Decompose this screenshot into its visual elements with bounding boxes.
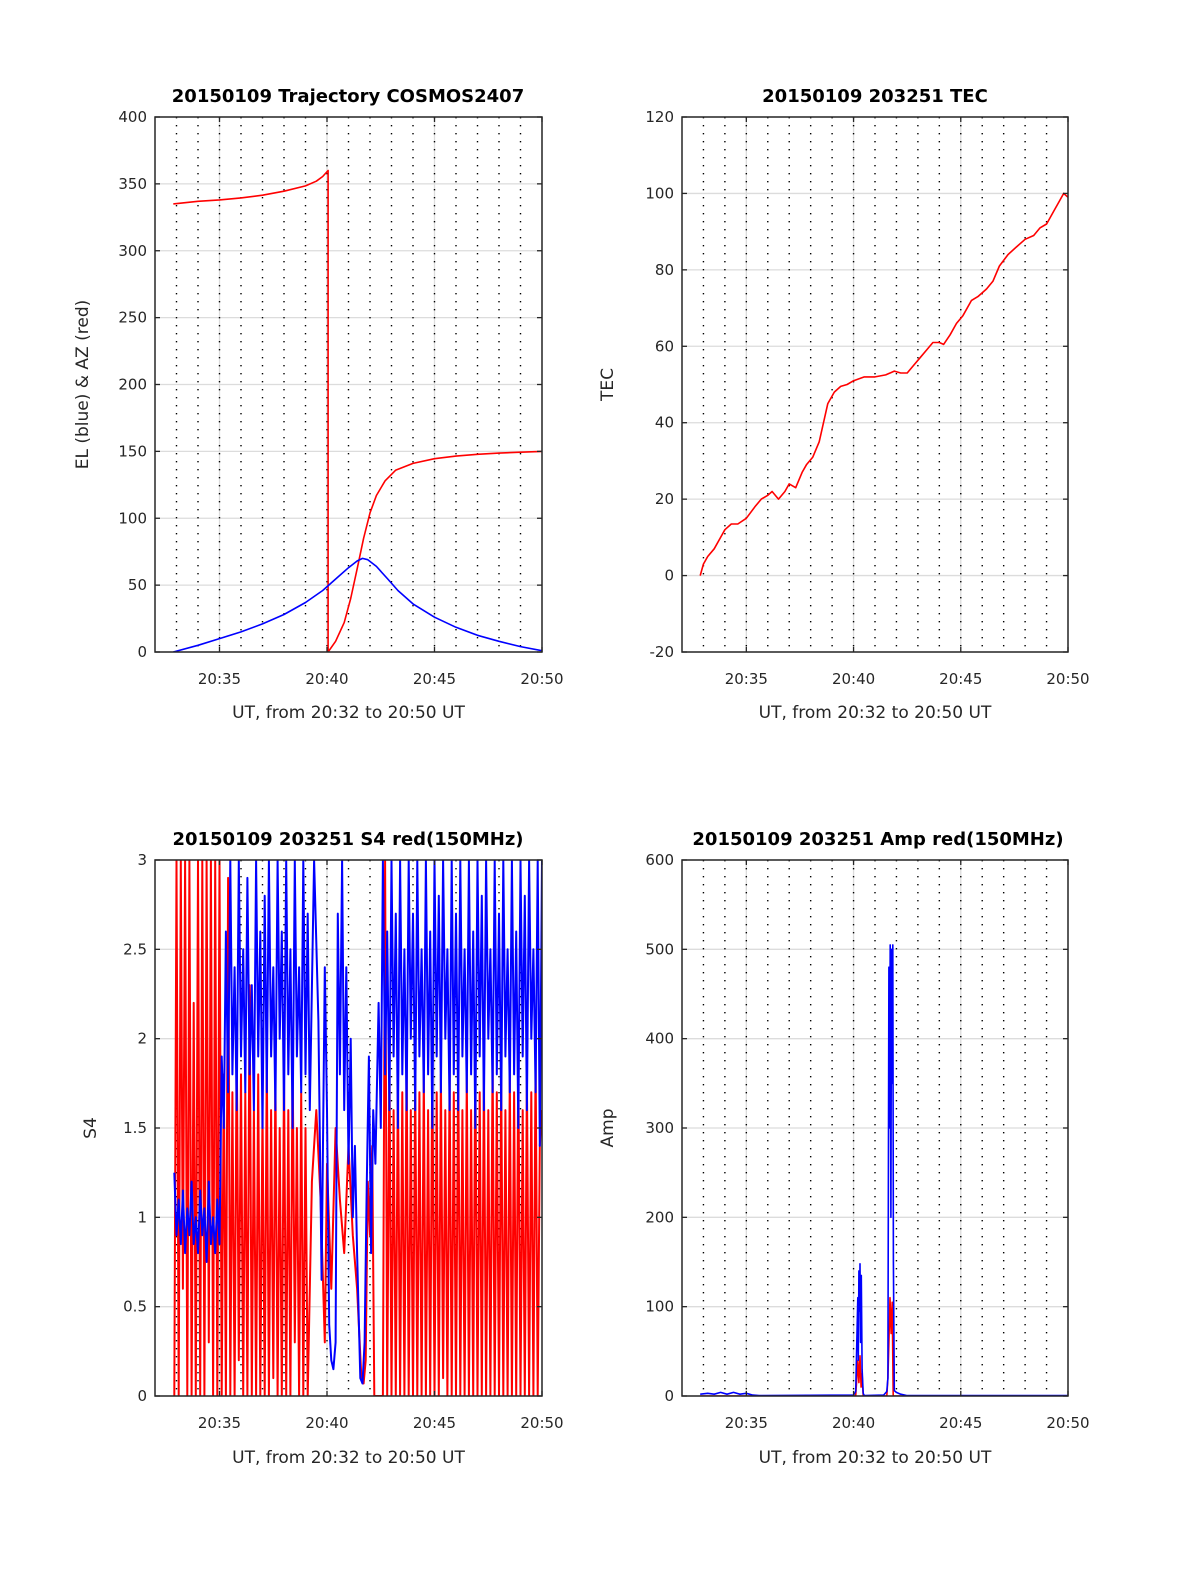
chart-title: 20150109 Trajectory COSMOS2407 (172, 86, 524, 107)
y-tick-label: 2.5 (123, 940, 147, 958)
y-tick-label: 300 (645, 1119, 674, 1137)
y-tick-label: 400 (118, 108, 147, 126)
x-tick-label: 20:35 (725, 1414, 768, 1432)
x-tick-label: 20:40 (832, 1414, 875, 1432)
y-tick-label: 2 (137, 1030, 147, 1048)
x-tick-label: 20:40 (305, 670, 348, 688)
y-tick-label: 350 (118, 175, 147, 193)
y-tick-label: 60 (655, 337, 674, 355)
series-el (173, 557, 542, 652)
y-tick-label: 0 (137, 1387, 147, 1405)
y-tick-label: 40 (655, 414, 674, 432)
y-tick-label: 300 (118, 242, 147, 260)
x-axis-label: UT, from 20:32 to 20:50 UT (759, 1448, 992, 1468)
axes-box (681, 116, 1069, 653)
x-tick-label: 20:35 (198, 670, 241, 688)
series-amp-blue (700, 944, 1068, 1396)
x-tick-label: 20:40 (832, 670, 875, 688)
y-tick-label: 50 (128, 576, 147, 594)
x-tick-label: 20:50 (520, 1414, 563, 1432)
chart-title: 20150109 203251 Amp red(150MHz) (692, 829, 1063, 850)
y-tick-label: 100 (118, 509, 147, 527)
y-tick-label: 400 (645, 1030, 674, 1048)
y-axis-label: Amp (598, 1109, 618, 1148)
x-tick-label: 20:45 (939, 670, 982, 688)
series-s4-blue (173, 860, 542, 1385)
x-axis-label: UT, from 20:32 to 20:50 UT (759, 703, 992, 723)
y-tick-label: 1 (137, 1208, 147, 1226)
y-tick-label: 80 (655, 261, 674, 279)
series-az (173, 169, 542, 652)
y-tick-label: 0 (664, 567, 674, 585)
x-axis-label: UT, from 20:32 to 20:50 UT (232, 1448, 465, 1468)
y-tick-label: 0 (664, 1387, 674, 1405)
y-tick-label: 20 (655, 490, 674, 508)
chart-title: 20150109 203251 TEC (762, 86, 988, 107)
y-tick-label: 0.5 (123, 1298, 147, 1316)
x-tick-label: 20:45 (939, 1414, 982, 1432)
x-tick-label: 20:45 (413, 1414, 456, 1432)
y-axis-label: TEC (598, 368, 618, 402)
y-tick-label: 100 (645, 1298, 674, 1316)
subplot-4: 0 100 200 300 400 500 600 20:35 20:40 20:45 20:50 2… (598, 829, 1090, 1468)
chart-title: 20150109 203251 S4 red(150MHz) (172, 829, 523, 850)
x-axis-label: UT, from 20:32 to 20:50 UT (232, 703, 465, 723)
y-axis-label: S4 (81, 1117, 101, 1139)
x-tick-label: 20:45 (413, 670, 456, 688)
x-tick-label: 20:35 (725, 670, 768, 688)
x-tick-label: 20:50 (1046, 670, 1089, 688)
subplot-3: 0 0.5 1 1.5 2 2.5 3 20:35 20:40 20:45 20:50 2015010… (81, 829, 564, 1468)
y-tick-label: 150 (118, 442, 147, 460)
y-tick-label: 3 (137, 851, 147, 869)
y-tick-label: -20 (650, 643, 675, 661)
y-tick-label: 100 (645, 184, 674, 202)
y-tick-label: 120 (645, 108, 674, 126)
x-tick-label: 20:40 (305, 1414, 348, 1432)
x-tick-label: 20:50 (520, 670, 563, 688)
x-tick-label: 20:35 (198, 1414, 241, 1432)
y-tick-label: 250 (118, 309, 147, 327)
series-amp-red (700, 1296, 1068, 1396)
subplot-2: -20 0 20 40 60 80 100 120 20:35 20:40 20:45 20:50 20… (598, 86, 1090, 723)
y-tick-label: 200 (645, 1208, 674, 1226)
x-tick-label: 20:50 (1046, 1414, 1089, 1432)
series-tec (699, 192, 1068, 576)
subplot-1: 0 50 100 150 200 250 300 350 400 20:35 20:40 20:45 2… (73, 86, 564, 723)
y-tick-label: 0 (137, 643, 147, 661)
y-tick-label: 600 (645, 851, 674, 869)
y-axis-label: EL (blue) & AZ (red) (73, 300, 93, 470)
y-tick-label: 1.5 (123, 1119, 147, 1137)
y-tick-label: 500 (645, 940, 674, 958)
y-tick-label: 200 (118, 376, 147, 394)
